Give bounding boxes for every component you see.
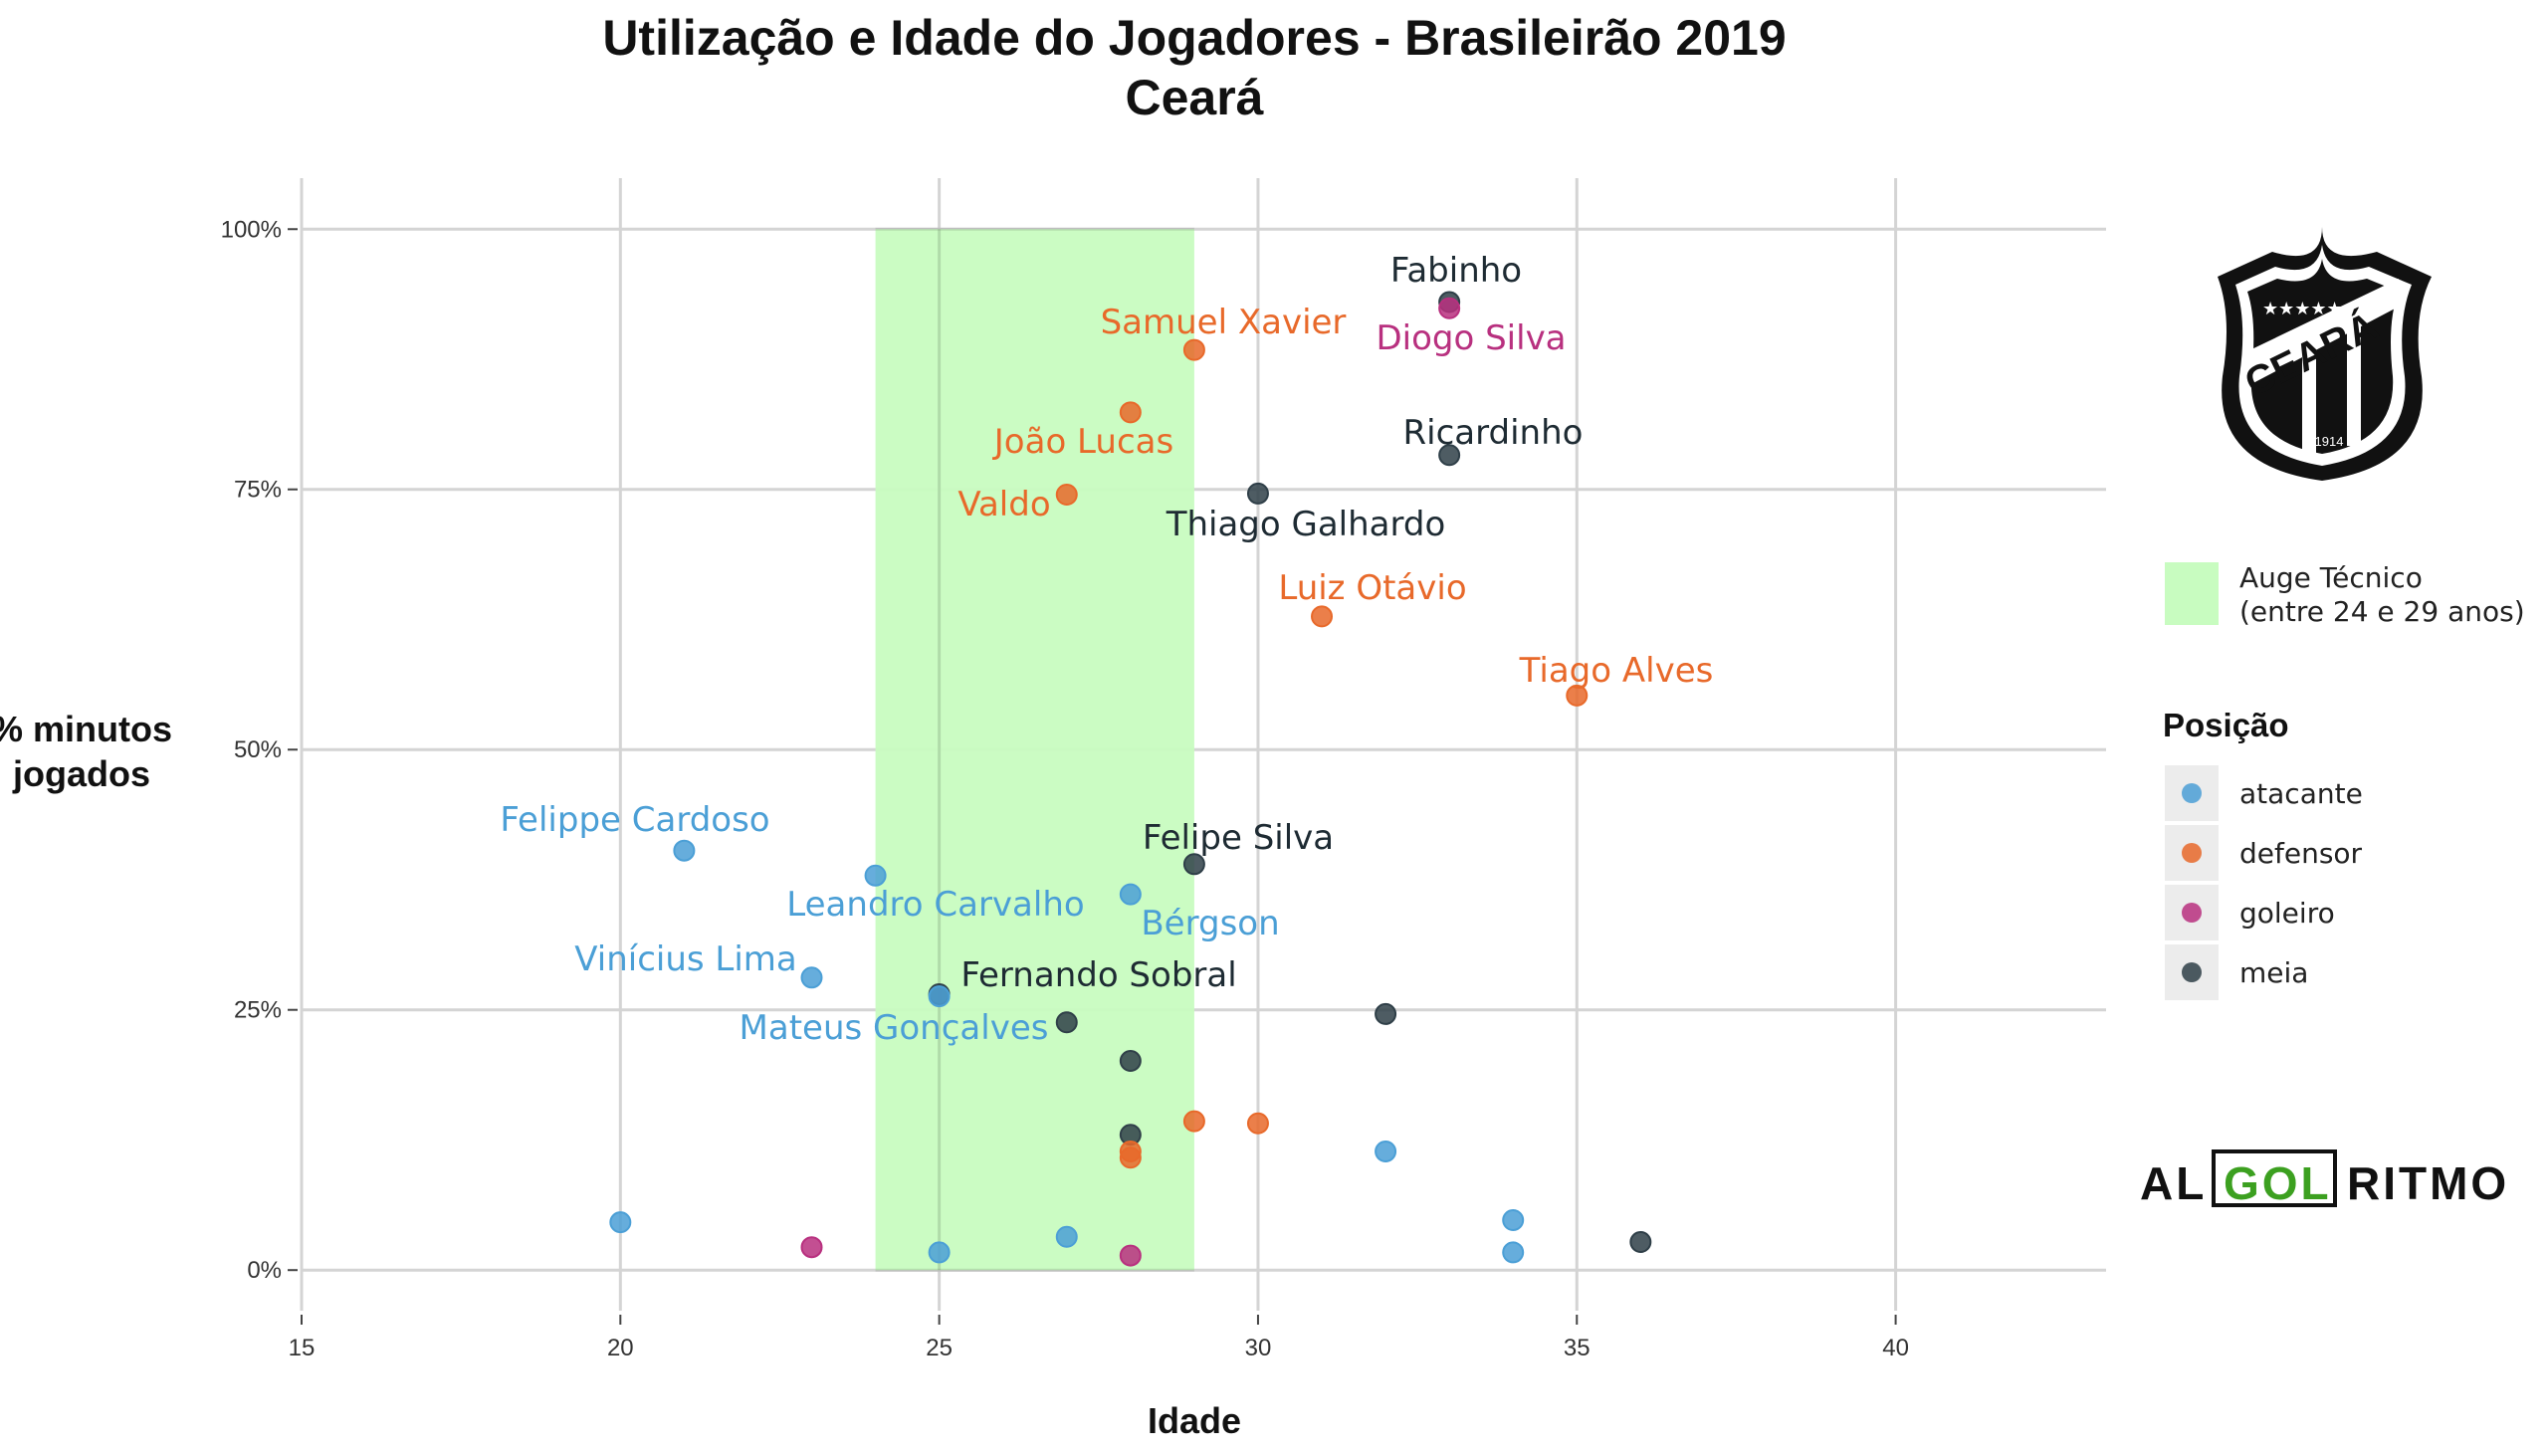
data-point bbox=[1566, 684, 1589, 707]
point-label: Thiago Galhardo bbox=[1166, 505, 1446, 544]
chart-title: Utilização e Idade do Jogadores - Brasil… bbox=[602, 10, 1786, 66]
data-point bbox=[1438, 444, 1461, 467]
data-point bbox=[1119, 1049, 1142, 1072]
point-label: João Lucas bbox=[992, 422, 1173, 462]
legend-band-key bbox=[2165, 562, 2219, 625]
tick-label-y: 75% bbox=[234, 477, 282, 504]
point-label: Fabinho bbox=[1390, 251, 1522, 291]
data-point bbox=[1502, 1241, 1525, 1264]
data-point bbox=[928, 985, 951, 1008]
data-point bbox=[1375, 1140, 1397, 1162]
brand-left: AL bbox=[2140, 1157, 2207, 1209]
data-point bbox=[1311, 605, 1334, 628]
tick-label-x: 40 bbox=[1882, 1335, 1909, 1361]
tick-label-x: 30 bbox=[1245, 1335, 1272, 1361]
point-label: Samuel Xavier bbox=[1101, 303, 1347, 342]
data-point bbox=[1438, 297, 1461, 319]
legend-label-goleiro: goleiro bbox=[2239, 897, 2335, 930]
point-label: Ricardinho bbox=[1403, 413, 1584, 453]
data-point bbox=[673, 839, 696, 862]
data-point bbox=[928, 1241, 951, 1264]
tick-label-y: 0% bbox=[247, 1257, 282, 1284]
data-point bbox=[1119, 1244, 1142, 1267]
point-label: Felippe Cardoso bbox=[500, 800, 769, 840]
point-label: Diogo Silva bbox=[1376, 318, 1566, 358]
brand-middle: GOL bbox=[2224, 1157, 2332, 1209]
x-axis-label: Idade bbox=[1148, 1400, 1241, 1441]
point-label: Felipe Silva bbox=[1143, 818, 1334, 858]
tick-label-x: 20 bbox=[607, 1335, 634, 1361]
chart-subtitle: Ceará bbox=[1126, 70, 1264, 125]
algoritmo-logo: AL GOL RITMO bbox=[2140, 1149, 2509, 1209]
legend: atacante defensor goleiro meia bbox=[2165, 765, 2363, 1000]
data-point bbox=[1182, 853, 1205, 876]
data-point bbox=[864, 864, 887, 887]
ceara-crest-logo: CEARÁ 1914 ★★★★★ bbox=[2218, 227, 2432, 481]
data-point bbox=[1246, 482, 1269, 505]
legend-title: Posição bbox=[2163, 707, 2289, 743]
tick-label-x: 25 bbox=[926, 1335, 953, 1361]
data-point bbox=[1182, 1110, 1205, 1133]
legend-band-sublabel: (entre 24 e 29 anos) bbox=[2239, 595, 2525, 628]
legend-label-meia: meia bbox=[2239, 956, 2308, 989]
data-point bbox=[1119, 1146, 1142, 1169]
point-label: Mateus Gonçalves bbox=[740, 1008, 1049, 1048]
tick-label-x: 15 bbox=[289, 1335, 316, 1361]
data-point bbox=[1246, 1112, 1269, 1135]
brand-goal-box bbox=[2212, 1149, 2337, 1207]
data-point bbox=[1629, 1230, 1652, 1253]
tick-label-y: 25% bbox=[234, 997, 282, 1024]
data-point bbox=[1375, 1002, 1397, 1025]
crest-year: 1914 bbox=[2315, 434, 2344, 449]
legend-label-atacante: atacante bbox=[2239, 777, 2363, 810]
auge-tecnico-band bbox=[875, 229, 1194, 1271]
y-axis-label-line1: % minutos bbox=[0, 709, 172, 749]
data-point bbox=[1055, 1225, 1078, 1248]
legend-label-defensor: defensor bbox=[2239, 837, 2363, 870]
point-label: Tiago Alves bbox=[1519, 651, 1714, 691]
stars-icon: ★★★★★ bbox=[2262, 299, 2343, 319]
data-point bbox=[1182, 338, 1205, 361]
data-point bbox=[800, 966, 823, 989]
legend-band-label: Auge Técnico bbox=[2239, 561, 2423, 594]
point-label: Luiz Otávio bbox=[1278, 568, 1466, 608]
point-labels: Fabinho Diogo Silva Samuel Xavier João Luca… bbox=[500, 251, 1713, 1048]
data-point bbox=[800, 1236, 823, 1259]
point-label: Fernando Sobral bbox=[960, 955, 1236, 995]
legend-key-meia bbox=[2182, 962, 2202, 982]
data-point bbox=[1119, 401, 1142, 424]
data-point bbox=[609, 1211, 632, 1234]
brand-right: RITMO bbox=[2347, 1157, 2509, 1209]
point-label: Bérgson bbox=[1141, 904, 1279, 943]
legend-key-atacante bbox=[2182, 783, 2202, 803]
point-label: Valdo bbox=[957, 485, 1050, 524]
grid-vertical bbox=[875, 227, 1194, 1272]
grid bbox=[300, 178, 2106, 1311]
legend-key-defensor bbox=[2182, 843, 2202, 863]
point-label: Vinícius Lima bbox=[574, 939, 797, 979]
legend-key-goleiro bbox=[2182, 903, 2202, 923]
data-point bbox=[1055, 1011, 1078, 1034]
data-point bbox=[1055, 483, 1078, 506]
tick-label-y: 100% bbox=[221, 216, 282, 243]
point-label: Leandro Carvalho bbox=[786, 885, 1084, 925]
tick-label-x: 35 bbox=[1564, 1335, 1591, 1361]
data-points bbox=[609, 291, 1652, 1267]
data-point bbox=[1502, 1209, 1525, 1232]
axis-ticks: 0% 25% 50% 75% 100% 15 20 25 30 35 40 bbox=[221, 216, 1909, 1361]
data-point bbox=[1119, 883, 1142, 906]
tick-label-y: 50% bbox=[234, 736, 282, 763]
y-axis-label-line2: jogados bbox=[12, 753, 150, 794]
